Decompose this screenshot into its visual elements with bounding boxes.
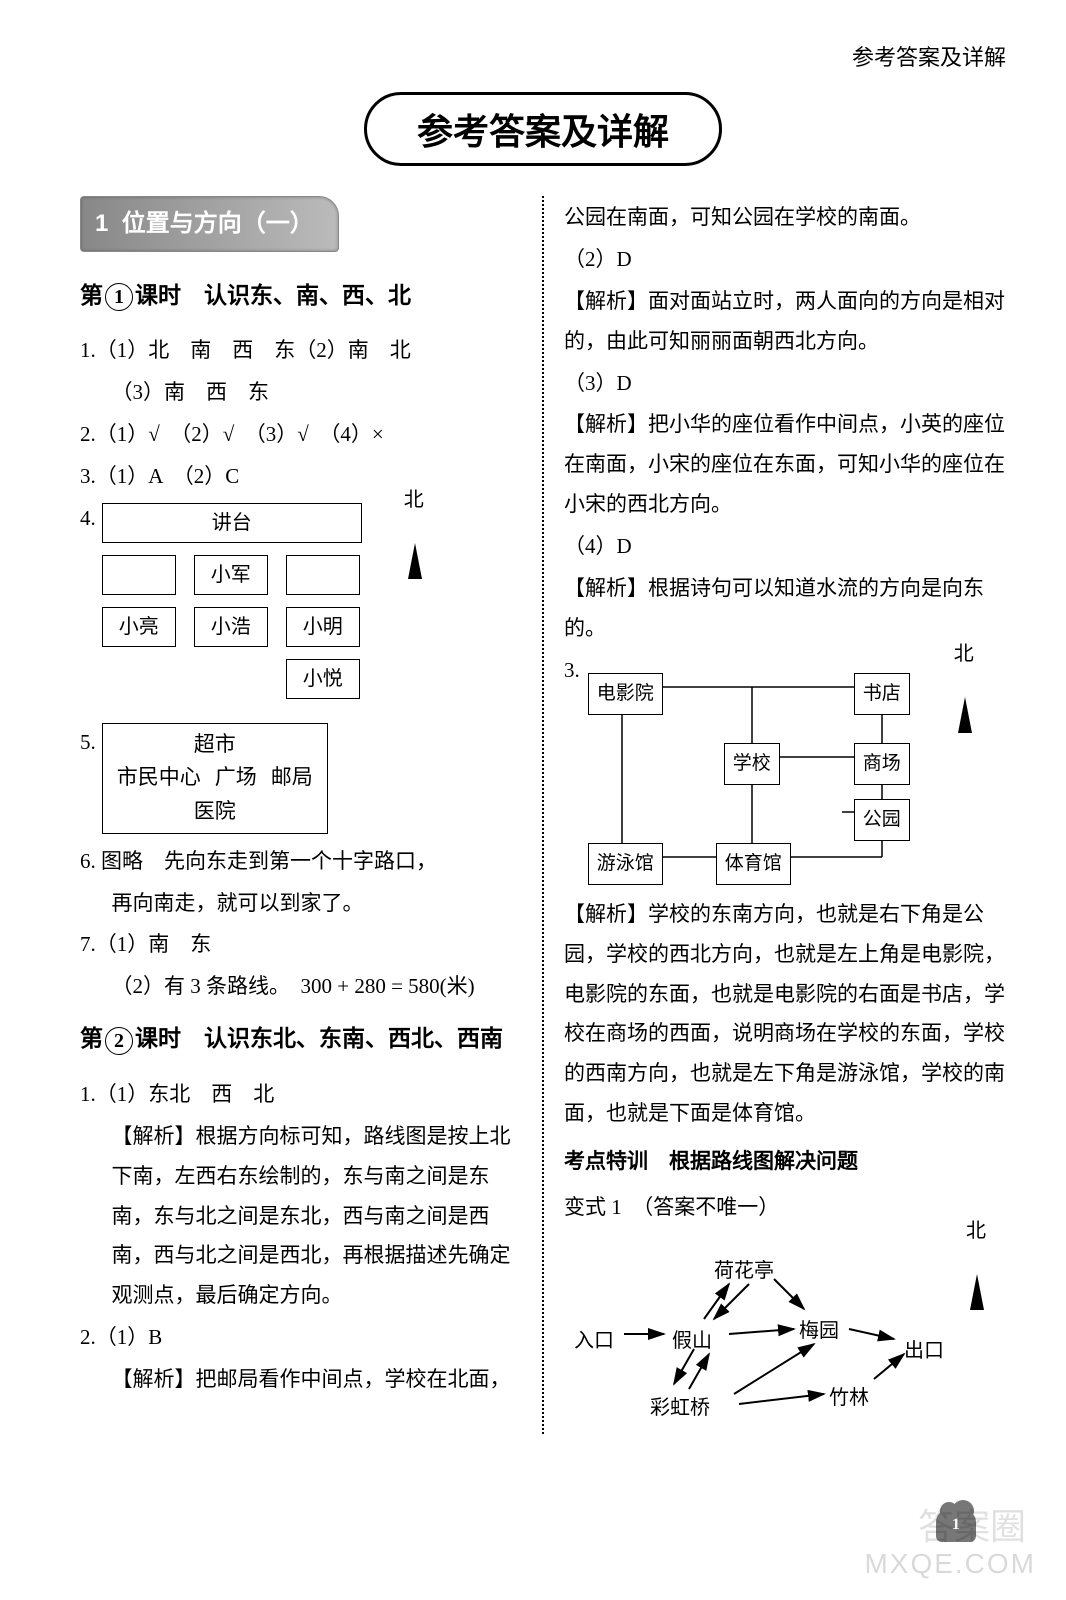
- variant-label: 变式 1 （答案不唯一）: [564, 1188, 1006, 1228]
- q3: 3.（1）A （2）C: [80, 457, 522, 497]
- analysis-4: 【解析】根据诗句可以知道水流的方向是向东的。: [564, 569, 1006, 649]
- seat-box: 小明: [286, 607, 360, 647]
- lesson-name: 认识东、南、西、北: [204, 283, 411, 308]
- q5-map: 超市 市民中心 广场 邮局 医院: [102, 723, 328, 834]
- map-diagram: 电影院 书店 学校 商场 公园 游泳馆 体育馆: [582, 657, 982, 887]
- map-node-pool: 游泳馆: [588, 843, 663, 885]
- q1-line2: （3）南 西 东: [80, 373, 522, 413]
- q6-line2: 再向南走，就可以到家了。: [80, 884, 522, 924]
- header-context: 参考答案及详解: [80, 40, 1006, 72]
- route-exit: 出口: [904, 1332, 944, 1370]
- lesson1-title: 第1课时 认识东、南、西、北: [80, 274, 522, 318]
- l2q1-ans: 1.（1）东北 西 北: [80, 1075, 522, 1115]
- map-node-mall: 商场: [854, 743, 910, 785]
- watermark-url: MXQE.COM: [864, 1548, 1036, 1580]
- ans-3: （3）D: [564, 364, 1006, 404]
- lesson-suffix: 课时: [135, 1026, 181, 1051]
- q1-line1: 1.（1）北 南 西 东（2）南 北: [80, 331, 522, 371]
- q5-label: 5.: [80, 723, 96, 763]
- seat-box: 小悦: [286, 659, 360, 699]
- q5-cell: 邮局: [271, 761, 313, 795]
- north-arrow-icon: [970, 1274, 984, 1310]
- section-number: 1: [95, 210, 108, 237]
- route-bamboo: 竹林: [829, 1379, 869, 1417]
- l2q2-analysis: 【解析】把邮局看作中间点，学校在北面，: [80, 1360, 522, 1400]
- q3-label: 3.: [564, 651, 580, 691]
- lesson-num: 1: [105, 283, 133, 311]
- seating-chart: 讲台 小军 小亮 小浩 小明 小悦: [102, 503, 362, 711]
- seat-box: [102, 555, 176, 595]
- north-arrow-icon: [408, 543, 422, 579]
- map-node-gym: 体育馆: [716, 843, 791, 885]
- l2q2-ans: 2.（1）B: [80, 1318, 522, 1358]
- lesson-prefix: 第: [80, 283, 103, 308]
- q5-cell: 市民中心: [117, 761, 201, 795]
- l2q1-analysis: 【解析】根据方向标可知，路线图是按上北下南，左西右东绘制的，东与南之间是东南，东…: [80, 1117, 522, 1316]
- train-title: 考点特训 根据路线图解决问题: [564, 1142, 1006, 1182]
- q4-label: 4.: [80, 499, 96, 539]
- map-node-bookstore: 书店: [854, 673, 910, 715]
- watermark-logo: 答案圈: [918, 1498, 1026, 1550]
- right-column: 公园在南面，可知公园在学校的南面。 （2）D 【解析】面对面站立时，两人面向的方…: [544, 196, 1006, 1434]
- route-hill: 假山: [672, 1322, 712, 1360]
- q7-line1: 7.（1）南 东: [80, 925, 522, 965]
- map-node-cinema: 电影院: [588, 673, 663, 715]
- seat-box: [286, 555, 360, 595]
- section-name: 位置与方向（一）: [122, 210, 314, 237]
- seat-box: 小亮: [102, 607, 176, 647]
- left-column: 1 位置与方向（一） 第1课时 认识东、南、西、北 1.（1）北 南 西 东（2…: [80, 196, 542, 1434]
- section-tab: 1 位置与方向（一）: [80, 196, 339, 252]
- lesson2-title: 第2课时 认识东北、东南、西北、西南: [80, 1017, 522, 1061]
- lesson-prefix: 第: [80, 1026, 103, 1051]
- lesson-suffix: 课时: [135, 283, 181, 308]
- q7-line2: （2）有 3 条路线。 300 + 280 = 580(米): [80, 967, 522, 1007]
- analysis-3: 【解析】把小华的座位看作中间点，小英的座位在南面，小宋的座位在东面，可知小华的座…: [564, 405, 1006, 525]
- seat-box: 小军: [194, 555, 268, 595]
- route-lotus: 荷花亭: [714, 1252, 774, 1290]
- cont-text: 公园在南面，可知公园在学校的南面。: [564, 198, 1006, 238]
- ans-4: （4）D: [564, 527, 1006, 567]
- route-diagram: 入口 假山 荷花亭 梅园 出口 彩虹桥 竹林: [574, 1234, 994, 1434]
- route-plum: 梅园: [799, 1312, 839, 1350]
- lesson-num: 2: [105, 1027, 133, 1055]
- lesson-name: 认识东北、东南、西北、西南: [204, 1026, 503, 1051]
- q5-cell: 广场: [215, 761, 257, 795]
- ans-2: （2）D: [564, 240, 1006, 280]
- analysis-map: 【解析】学校的东南方向，也就是右下角是公园，学校的西北方向，也就是左上角是电影院…: [564, 895, 1006, 1134]
- podium-box: 讲台: [102, 503, 362, 543]
- seat-box: 小浩: [194, 607, 268, 647]
- q6-line1: 6. 图略 先向东走到第一个十字路口，: [80, 842, 522, 882]
- page-title: 参考答案及详解: [364, 92, 722, 166]
- north-arrow-icon: [958, 697, 972, 733]
- q5-cell: 医院: [194, 795, 236, 829]
- route-entry: 入口: [574, 1322, 614, 1360]
- q5-cell: 超市: [194, 728, 236, 762]
- route-rainbow: 彩虹桥: [650, 1389, 710, 1427]
- map-node-park: 公园: [854, 799, 910, 841]
- title-banner: 参考答案及详解: [80, 92, 1006, 166]
- map-node-school: 学校: [724, 743, 780, 785]
- q2: 2.（1）√ （2）√ （3）√ （4）×: [80, 415, 522, 455]
- analysis-2: 【解析】面对面站立时，两人面向的方向是相对的，由此可知丽丽面朝西北方向。: [564, 282, 1006, 362]
